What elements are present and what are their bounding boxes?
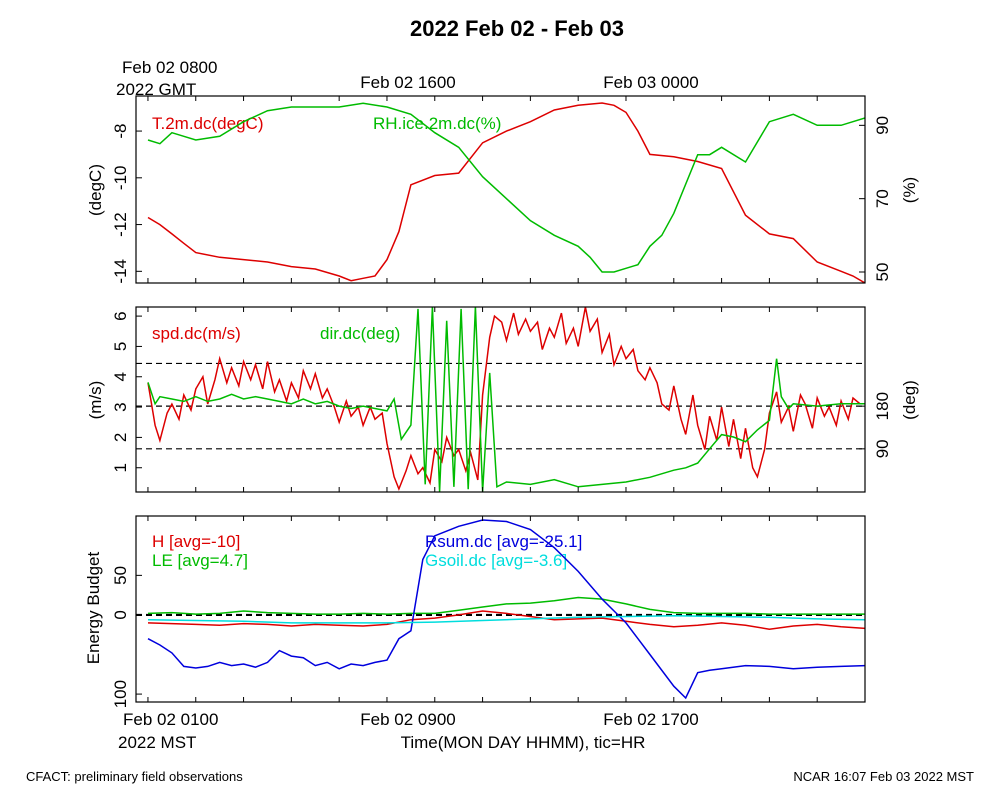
footer-left-note: CFACT: preliminary field observations [26,769,243,784]
panel1-left-tick-label: -12 [111,212,130,237]
panel1-right-tick-label: 50 [873,263,892,282]
gmt-date-label: Feb 02 0800 [122,58,217,77]
gmt-year-label: 2022 GMT [116,80,196,99]
panel1-legend-temperature: T.2m.dc(degC) [152,114,263,133]
panel2-left-tick-label: 6 [111,311,130,320]
panel1-left-axis-title: (degC) [86,164,105,216]
panel2-left-tick-label: 4 [111,372,130,381]
panel1-series-1-line [147,102,865,283]
panel1-right-axis-title: (%) [900,177,919,203]
energy-budget-panel: H [avg=-10] LE [avg=4.7] Rsum.dc [avg=-2… [84,515,866,708]
panel3-left-tick-label: 50 [111,566,130,585]
panel3-series-1-line [147,610,865,630]
panel1-left-tick-label: -10 [111,166,130,191]
temperature-humidity-panel: T.2m.dc(degC) RH.ice.2m.dc(%) (degC) (%)… [86,95,919,284]
panel3-legend-gsoil: Gsoil.dc [avg=-3.6] [425,551,567,570]
panel2-right-tick-label: 180 [873,392,892,420]
panel2-legend-speed: spd.dc(m/s) [152,324,241,343]
panel3-series-4-line [147,614,865,624]
panel2-series-2-line [147,307,865,492]
panel1-left-tick-label: -14 [111,259,130,284]
panel3-left-tick-label: 0 [111,610,130,619]
panel3-series-3-line [147,519,865,700]
x-axis-title: Time(MON DAY HHMM), tic=HR [401,733,646,752]
panel2-left-tick-label: 2 [111,433,130,442]
panel3-frame [135,515,866,703]
panel2-left-axis-title: (m/s) [86,381,105,420]
panel3-left-axis-title: Energy Budget [84,551,103,664]
panel2-right-tick-label: 90 [873,439,892,458]
panel1-legend-humidity: RH.ice.2m.dc(%) [373,114,501,133]
panel2-legend-direction: dir.dc(deg) [320,324,400,343]
wind-panel: spd.dc(m/s) dir.dc(deg) (m/s) (deg) 1 2 3 4… [86,306,919,493]
panel3-legend-le: LE [avg=4.7] [152,551,248,570]
panel1-frame [135,95,866,284]
panel2-frame [135,306,866,493]
footer-right-note: NCAR 16:07 Feb 03 2022 MST [793,769,974,784]
panel2-left-tick-label: 5 [111,342,130,351]
mst-tick-label-2: Feb 02 0900 [360,710,455,729]
panel1-left-tick-label: -8 [111,124,130,139]
panel1-right-tick-label: 70 [873,189,892,208]
panel3-left-tick-label: 100 [111,680,130,708]
panel1-series-2-line [147,102,865,273]
panel2-left-tick-label: 3 [111,402,130,411]
mst-tick-label-3: Feb 02 1700 [603,710,698,729]
panel2-right-axis-title: (deg) [900,380,919,420]
mst-tick-label-1: Feb 02 0100 [123,710,218,729]
panel3-series-2-line [147,596,865,615]
panel3-legend-h: H [avg=-10] [152,532,240,551]
mst-year-label: 2022 MST [118,733,196,752]
chart-title: 2022 Feb 02 - Feb 03 [410,16,624,41]
gmt-tick-label-2: Feb 03 0000 [603,73,698,92]
panel2-series-1-line [147,307,861,492]
panel1-right-tick-label: 90 [873,116,892,135]
panel2-left-tick-label: 1 [111,463,130,472]
panel3-legend-rsum: Rsum.dc [avg=-25.1] [425,532,582,551]
gmt-tick-label-1: Feb 02 1600 [360,73,455,92]
